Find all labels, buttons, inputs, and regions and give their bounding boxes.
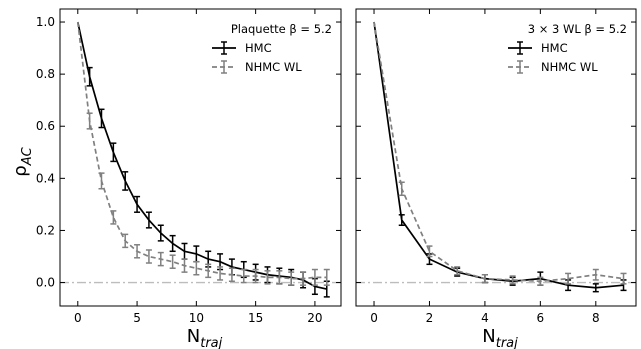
errorbar-nhmc-wl-8 (169, 254, 176, 269)
legend-label-hmc: HMC (245, 41, 272, 55)
errorbar-nhmc-wl-9 (181, 258, 188, 273)
x-tick-label: 4 (481, 311, 489, 325)
chart-panel-plaquette: 0 5 10 15 20 0.0 0.2 0.4 0.6 0.8 1.0 Ntraj Plaquette… (36, 8, 342, 349)
legend-title: Plaquette β = 5.2 (231, 22, 332, 36)
series-line-nhmc-wl (373, 21, 624, 283)
x-axis-label-main: N (482, 326, 495, 347)
errorbar-nhmc-wl-6 (537, 276, 544, 286)
series-nhmc-wl (373, 21, 627, 286)
legend: Plaquette β = 5.2 HMC NHMC WL (212, 22, 332, 74)
series-nhmc-wl (76, 21, 330, 286)
y-tick-label: 0.2 (36, 223, 55, 237)
x-axis-label: Ntraj (482, 326, 518, 349)
x-tick-label: 20 (307, 311, 322, 325)
errorbar-nhmc-wl-19 (300, 271, 307, 286)
errorbar-nhmc-wl-5 (509, 275, 516, 285)
legend: 3 × 3 WL β = 5.2 HMC NHMC WL (508, 22, 627, 74)
y-tick-label: 0.8 (36, 67, 55, 81)
errorbar-nhmc-wl-16 (264, 270, 271, 285)
errorbar-hmc-1 (86, 66, 93, 87)
y-tick-label: 0.4 (36, 171, 55, 185)
errorbar-hmc-3 (110, 142, 117, 163)
legend-label-nhmc-wl: NHMC WL (245, 60, 302, 74)
y-axis-label: ρAC (10, 146, 35, 176)
errorbar-nhmc-wl-6 (145, 249, 152, 264)
errorbar-nhmc-wl-1 (398, 181, 405, 197)
y-tick-label: 0.6 (36, 119, 55, 133)
errorbar-hmc-6 (145, 211, 152, 229)
x-tick-label: 10 (189, 311, 204, 325)
errorbar-hmc-1 (398, 214, 405, 226)
chart-panel-wilson-loop: 0 2 4 6 8 Ntraj 3 × 3 WL β = 5.2 HMC NHMC WL (355, 8, 637, 349)
errorbar-nhmc-wl-13 (228, 267, 235, 282)
errorbar-hmc-4 (122, 171, 129, 191)
x-axis-label-main: N (187, 326, 200, 347)
errorbar-hmc-2 (98, 108, 105, 129)
x-axis-label: Ntraj (187, 326, 223, 349)
errorbar-nhmc-wl-12 (217, 266, 224, 281)
x-axis-label-sub: traj (496, 336, 518, 349)
errorbar-nhmc-wl-18 (288, 271, 295, 286)
errorbar-nhmc-wl-17 (276, 270, 283, 285)
x-tick-label: 0 (370, 311, 378, 325)
x-tick-label: 15 (248, 311, 263, 325)
errorbar-nhmc-wl-2 (98, 172, 105, 190)
errorbar-nhmc-wl-20 (311, 268, 318, 286)
x-tick-label: 0 (74, 311, 82, 325)
errorbar-nhmc-wl-8 (592, 268, 599, 281)
errorbar-hmc-7 (157, 224, 164, 242)
errorbar-hmc-5 (134, 195, 141, 213)
errorbar-nhmc-wl-3 (454, 266, 461, 276)
plot-frame (355, 8, 637, 307)
legend-label-hmc: HMC (541, 41, 568, 55)
errorbar-nhmc-wl-1 (86, 112, 93, 130)
legend-label-nhmc-wl: NHMC WL (541, 60, 598, 74)
errorbar-nhmc-wl-7 (565, 272, 572, 285)
y-axis-label-main: ρ (10, 165, 31, 176)
y-axis-label-sub: AC (20, 146, 35, 166)
errorbar-hmc-8 (169, 234, 176, 253)
errorbar-nhmc-wl-5 (134, 244, 141, 259)
errorbar-nhmc-wl-2 (426, 245, 433, 258)
x-tick-label: 8 (592, 311, 600, 325)
errorbar-nhmc-wl-4 (122, 233, 129, 249)
errorbar-nhmc-wl-9 (620, 272, 627, 285)
legend-title: 3 × 3 WL β = 5.2 (528, 22, 627, 36)
errorbar-nhmc-wl-14 (240, 268, 247, 284)
svg-text:ρAC: ρAC (10, 146, 35, 176)
series-hmc (76, 21, 330, 298)
errorbar-nhmc-wl-7 (157, 251, 164, 267)
y-tick-label: 1.0 (36, 15, 55, 29)
errorbar-nhmc-wl-3 (110, 210, 117, 225)
errorbar-nhmc-wl-4 (481, 273, 488, 284)
plot-frame (59, 8, 342, 307)
x-tick-label: 5 (133, 311, 141, 325)
errorbar-nhmc-wl-10 (193, 260, 200, 276)
series-line-hmc (76, 21, 327, 290)
errorbar-nhmc-wl-15 (252, 268, 259, 284)
x-axis-label-sub: traj (200, 336, 222, 349)
errorbar-nhmc-wl-21 (323, 268, 330, 286)
errorbar-hmc-8 (592, 283, 599, 293)
errorbar-nhmc-wl-11 (205, 263, 212, 279)
x-tick-label: 2 (426, 311, 434, 325)
y-tick-label: 0.0 (36, 276, 55, 290)
x-tick-label: 6 (537, 311, 545, 325)
series-line-nhmc-wl (76, 21, 327, 280)
